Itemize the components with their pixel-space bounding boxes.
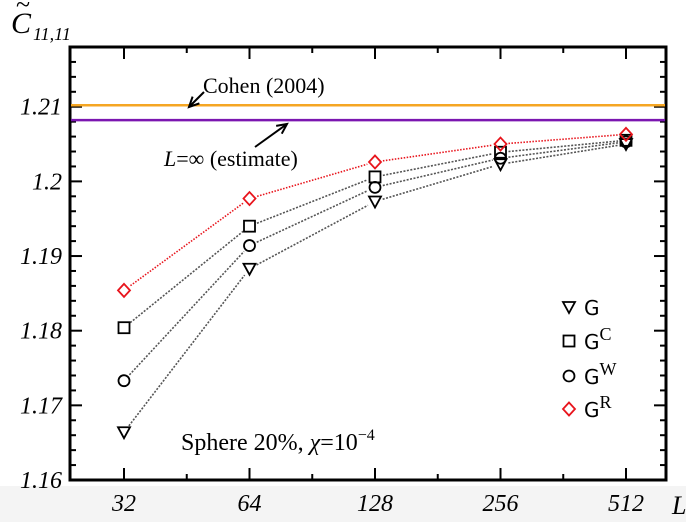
series-line-segment bbox=[508, 142, 619, 158]
data-point bbox=[618, 126, 634, 143]
sphere-annotation: Sphere 20%, χ=10−4 bbox=[181, 427, 375, 456]
series-line-segment bbox=[128, 250, 245, 376]
data-point bbox=[368, 170, 382, 184]
series-line-segment bbox=[256, 189, 369, 243]
series-line-segment bbox=[256, 179, 368, 224]
y-tick-label: 1.18 bbox=[20, 319, 62, 345]
series-line-segment bbox=[256, 163, 368, 198]
plot-frame bbox=[68, 45, 668, 482]
series-w bbox=[117, 135, 633, 388]
data-point bbox=[561, 401, 577, 417]
data-point bbox=[243, 239, 256, 252]
legend-label: GR bbox=[584, 392, 612, 422]
y-tick-label: 1.2 bbox=[32, 169, 62, 195]
x-tick-label: 64 bbox=[238, 491, 262, 517]
data-point bbox=[242, 190, 257, 207]
series-c bbox=[117, 133, 633, 335]
series-r bbox=[116, 126, 634, 299]
legend-label: G bbox=[584, 296, 600, 320]
legend-label: GC bbox=[584, 324, 612, 354]
data-point bbox=[116, 426, 132, 441]
x-tick-label: 512 bbox=[608, 491, 644, 517]
y-tick-label: 1.16 bbox=[20, 468, 62, 494]
y-axis-label-base: C bbox=[11, 7, 32, 40]
data-point bbox=[562, 334, 576, 348]
data-point bbox=[492, 158, 509, 173]
estimate-arrow bbox=[254, 122, 289, 148]
series-line-segment bbox=[256, 204, 369, 266]
data-point bbox=[117, 321, 131, 335]
series-line-segment bbox=[508, 134, 619, 145]
series-line-segment bbox=[382, 165, 494, 201]
x-tick-label: 256 bbox=[483, 491, 519, 517]
data-point bbox=[562, 369, 576, 383]
y-tick-label: 1.19 bbox=[20, 244, 62, 270]
legend-label: GW bbox=[584, 359, 617, 389]
data-point bbox=[561, 301, 577, 315]
x-tick-label: 32 bbox=[111, 491, 136, 517]
cohen-arrow bbox=[187, 91, 205, 109]
data-point bbox=[618, 138, 634, 152]
data-point bbox=[368, 180, 382, 194]
series-line-segment bbox=[508, 144, 619, 164]
series-line-segment bbox=[382, 144, 493, 162]
x-tick-label: 128 bbox=[357, 491, 393, 517]
arrow-head bbox=[187, 96, 200, 109]
data-point bbox=[241, 262, 258, 277]
data-point bbox=[367, 154, 383, 170]
data-point bbox=[243, 219, 256, 233]
data-point bbox=[493, 136, 508, 152]
bottom-band bbox=[0, 486, 686, 522]
arrow-shaft bbox=[254, 123, 288, 148]
data-point bbox=[494, 151, 507, 165]
y-axis-label: C~11,11 bbox=[11, 0, 71, 44]
cohen-2004-label: Cohen (2004) bbox=[203, 73, 325, 98]
estimate-label: L=∞ (estimate) bbox=[163, 146, 298, 171]
series-line-segment bbox=[382, 153, 493, 177]
series-line-segment bbox=[382, 159, 493, 187]
y-tick-label: 1.17 bbox=[20, 393, 63, 419]
series-base bbox=[116, 138, 634, 441]
arrow-shaft bbox=[188, 91, 205, 108]
data-point bbox=[494, 145, 507, 159]
y-axis-label-subscript: 11,11 bbox=[33, 24, 71, 44]
y-tick-label: 1.21 bbox=[20, 95, 62, 121]
y-axis-label-tilde: ~ bbox=[16, 0, 30, 19]
x-axis-label: L bbox=[671, 491, 686, 520]
data-point bbox=[619, 135, 633, 149]
series-line-segment bbox=[129, 202, 244, 287]
arrow-head bbox=[275, 122, 289, 135]
data-point bbox=[116, 282, 132, 299]
data-point bbox=[367, 195, 383, 210]
series-line-segment bbox=[128, 274, 246, 427]
data-point bbox=[117, 374, 131, 388]
series-line-segment bbox=[508, 140, 619, 153]
